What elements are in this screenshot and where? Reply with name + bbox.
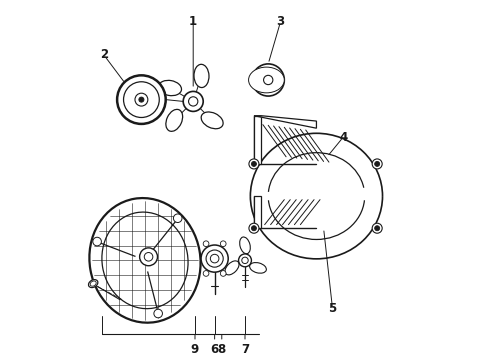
Text: 9: 9 xyxy=(191,343,199,356)
Text: 3: 3 xyxy=(277,14,285,27)
Text: 7: 7 xyxy=(241,343,249,356)
Circle shape xyxy=(249,223,259,233)
Ellipse shape xyxy=(194,64,209,87)
Ellipse shape xyxy=(249,262,267,273)
Circle shape xyxy=(372,223,382,233)
Circle shape xyxy=(249,159,259,169)
Text: 8: 8 xyxy=(218,343,226,356)
Circle shape xyxy=(242,257,248,264)
Ellipse shape xyxy=(201,112,223,129)
Ellipse shape xyxy=(90,281,96,286)
Circle shape xyxy=(206,250,223,267)
Polygon shape xyxy=(254,116,317,128)
Circle shape xyxy=(173,214,182,222)
Circle shape xyxy=(154,309,163,318)
Circle shape xyxy=(93,237,101,246)
Circle shape xyxy=(135,93,148,106)
Text: 2: 2 xyxy=(100,49,108,62)
Text: 4: 4 xyxy=(339,131,347,144)
Circle shape xyxy=(139,97,144,102)
Circle shape xyxy=(117,75,166,124)
Circle shape xyxy=(201,245,228,272)
Polygon shape xyxy=(254,116,261,164)
Circle shape xyxy=(140,248,157,266)
Circle shape xyxy=(264,75,273,85)
Ellipse shape xyxy=(248,67,284,93)
Polygon shape xyxy=(254,196,261,228)
Circle shape xyxy=(375,161,380,166)
Ellipse shape xyxy=(89,198,200,323)
Circle shape xyxy=(203,241,209,247)
Text: 6: 6 xyxy=(211,343,219,356)
Ellipse shape xyxy=(89,280,98,288)
Circle shape xyxy=(375,226,380,231)
Circle shape xyxy=(220,241,226,247)
Text: 5: 5 xyxy=(328,302,337,315)
Circle shape xyxy=(257,68,280,91)
Circle shape xyxy=(372,159,382,169)
Circle shape xyxy=(210,254,219,263)
Circle shape xyxy=(183,91,203,111)
Circle shape xyxy=(251,161,256,166)
Circle shape xyxy=(252,64,284,96)
Circle shape xyxy=(239,254,251,267)
Text: 1: 1 xyxy=(189,14,197,27)
Circle shape xyxy=(251,226,256,231)
Circle shape xyxy=(123,82,159,117)
Circle shape xyxy=(189,97,198,106)
Ellipse shape xyxy=(102,212,188,309)
Ellipse shape xyxy=(240,237,250,254)
Ellipse shape xyxy=(166,109,183,131)
Circle shape xyxy=(203,271,209,276)
Ellipse shape xyxy=(225,261,239,275)
Circle shape xyxy=(144,252,153,261)
Circle shape xyxy=(220,271,226,276)
Ellipse shape xyxy=(158,80,181,96)
